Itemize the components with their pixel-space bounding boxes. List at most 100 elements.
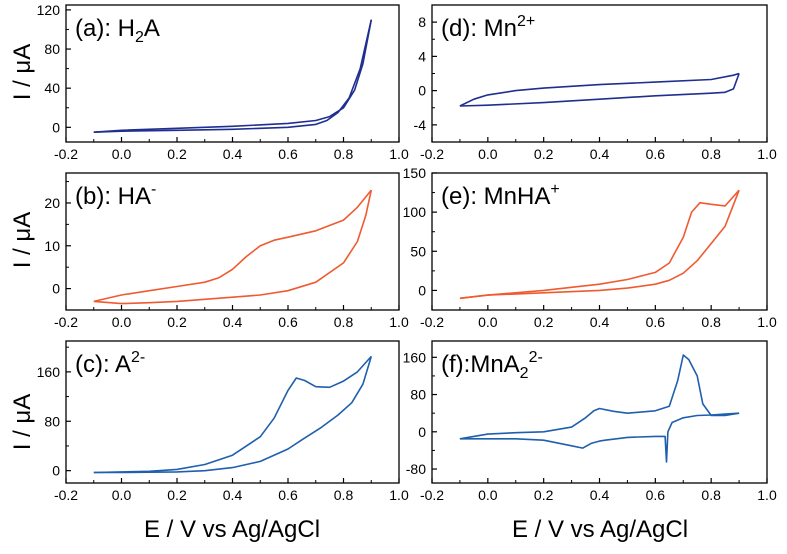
- xtick-label: -0.2: [420, 314, 444, 330]
- panel-label-main: (b): HA: [75, 183, 151, 210]
- ytick-label: 10: [44, 238, 60, 254]
- panel-label-a: (a): H2A: [75, 15, 160, 46]
- xlabel-right: E / V vs Ag/AgCl: [512, 516, 688, 543]
- xtick-label: 0.8: [334, 314, 354, 330]
- xtick-label: 0.2: [167, 487, 187, 503]
- xtick-label: 0.2: [534, 146, 554, 162]
- cv-curve-c-forward: [93, 355, 372, 474]
- ytick-label: -80: [406, 461, 426, 477]
- xtick-label: 0.4: [223, 314, 243, 330]
- xtick-label: 0.2: [534, 314, 554, 330]
- cv-curve-c-reverse: [93, 356, 373, 474]
- ytick-label: 80: [410, 387, 426, 403]
- panel-f: -0.2 0.0 0.2 0.4 0.6 0.8 1.0 -80 0 80 160 (f):MnA2​…: [403, 340, 777, 503]
- panel-label-b: (b): HA-: [75, 181, 156, 210]
- xtick-label: 0.0: [478, 146, 498, 162]
- xtick-label: 0.6: [278, 487, 298, 503]
- ytick-label: 0: [52, 119, 60, 135]
- xtick-label: 0.6: [278, 146, 298, 162]
- xtick-label: 0.4: [223, 146, 243, 162]
- xtick-label: 0.6: [646, 146, 666, 162]
- xtick-label: 0.0: [112, 487, 132, 503]
- xtick-label: 1.0: [389, 146, 409, 162]
- panel-label-e: (e): MnHA+: [441, 181, 560, 210]
- xtick-label: 0.8: [701, 314, 721, 330]
- ytick-label: 80: [44, 41, 60, 57]
- ytick-label: 50: [410, 243, 426, 259]
- ytick-label: 8: [418, 14, 426, 30]
- row-3-ylabel: I / μA: [9, 394, 36, 451]
- xtick-label: -0.2: [54, 314, 78, 330]
- cv-curve-f-forward: [459, 354, 740, 440]
- xtick-label: 0.0: [112, 314, 132, 330]
- ytick-label: 4: [418, 48, 426, 64]
- cv-curve-f-reverse: [459, 412, 740, 463]
- ytick-label: 150: [403, 165, 427, 181]
- xtick-label: 0.0: [478, 314, 498, 330]
- xtick-label: 0.6: [646, 487, 666, 503]
- cv-curve-d-forward: [459, 72, 740, 107]
- ytick-label: -4: [414, 117, 427, 133]
- xtick-label: 0.8: [701, 487, 721, 503]
- panel-label-main: (e): MnHA: [441, 183, 550, 210]
- xtick-label: 0.6: [278, 314, 298, 330]
- xtick-label: -0.2: [420, 487, 444, 503]
- xtick-label: 1.0: [757, 314, 777, 330]
- panel-b: -0.2 0.0 0.2 0.4 0.6 0.8 1.0 0 10 20 (b): HA-: [44, 172, 409, 330]
- ytick-label: 20: [44, 195, 60, 211]
- xtick-label: 0.0: [112, 146, 132, 162]
- panel-label-main: (d): Mn: [441, 15, 517, 42]
- xtick-label: 1.0: [757, 146, 777, 162]
- xtick-label: 0.2: [534, 487, 554, 503]
- xtick-label: 0.4: [223, 487, 243, 503]
- panel-label-superscript: 2-: [131, 349, 145, 366]
- panel-label-subscript: 2: [135, 29, 144, 46]
- cv-curve-b-reverse: [93, 189, 373, 305]
- xtick-label: 0.2: [167, 314, 187, 330]
- cv-curve-a-forward: [93, 19, 373, 133]
- panel-a: -0.2 0.0 0.2 0.4 0.6 0.8 1.0 0 40 80 120 (a): H2A: [37, 2, 409, 162]
- ytick-label: 0: [52, 463, 60, 479]
- xtick-label: 0.4: [590, 146, 610, 162]
- cv-curve-b-forward: [93, 189, 372, 303]
- xtick-label: 0.2: [167, 146, 187, 162]
- xtick-label: 0.4: [590, 487, 610, 503]
- ylabel-row-1: I / μA: [9, 44, 36, 101]
- panel-label-subscript: 2: [520, 365, 529, 382]
- ytick-label: 160: [403, 349, 427, 365]
- ylabel-row-2: I / μA: [9, 212, 36, 269]
- panel-label-superscript: +: [550, 181, 559, 198]
- xtick-label: 1.0: [389, 314, 409, 330]
- xlabel-left: E / V vs Ag/AgCl: [144, 516, 320, 543]
- xtick-label: 1.0: [757, 487, 777, 503]
- panel-label-main: (a): H: [75, 15, 135, 42]
- panel-label-superscript: -: [151, 181, 156, 198]
- xtick-label: 1.0: [389, 487, 409, 503]
- row-1-ylabel: I / μA: [9, 44, 36, 101]
- ytick-label: 40: [44, 80, 60, 96]
- xtick-label: 0.0: [478, 487, 498, 503]
- xtick-label: 0.6: [646, 314, 666, 330]
- panel-label-f: (f):MnA2​2-: [441, 349, 543, 382]
- panel-e: -0.2 0.0 0.2 0.4 0.6 0.8 1.0 0 50 100 150 (e): MnHA…: [403, 165, 777, 330]
- cv-curve-d-reverse: [459, 73, 740, 107]
- ytick-label: 0: [52, 281, 60, 297]
- ylabel-row-3: I / μA: [9, 394, 36, 451]
- xtick-label: 0.8: [334, 487, 354, 503]
- panel-d: -0.2 0.0 0.2 0.4 0.6 0.8 1.0 -4 0 4 8 (d): Mn2+: [414, 4, 777, 162]
- panel-label-c: (c): A2-: [75, 349, 145, 378]
- panel-label-after: A: [144, 15, 160, 42]
- ytick-label: 80: [44, 413, 60, 429]
- ytick-label: 0: [418, 424, 426, 440]
- panel-label-superscript: 2-: [529, 349, 543, 366]
- ytick-label: 0: [418, 282, 426, 298]
- ytick-label: 120: [37, 2, 61, 18]
- panel-label-superscript: 2+: [517, 13, 535, 30]
- row-2-ylabel: I / μA: [9, 212, 36, 269]
- ytick-label: 100: [403, 204, 427, 220]
- cv-curve-e-forward: [459, 189, 740, 300]
- panel-label-d: (d): Mn2+: [441, 13, 535, 42]
- xtick-label: -0.2: [54, 146, 78, 162]
- ytick-label: 160: [37, 364, 61, 380]
